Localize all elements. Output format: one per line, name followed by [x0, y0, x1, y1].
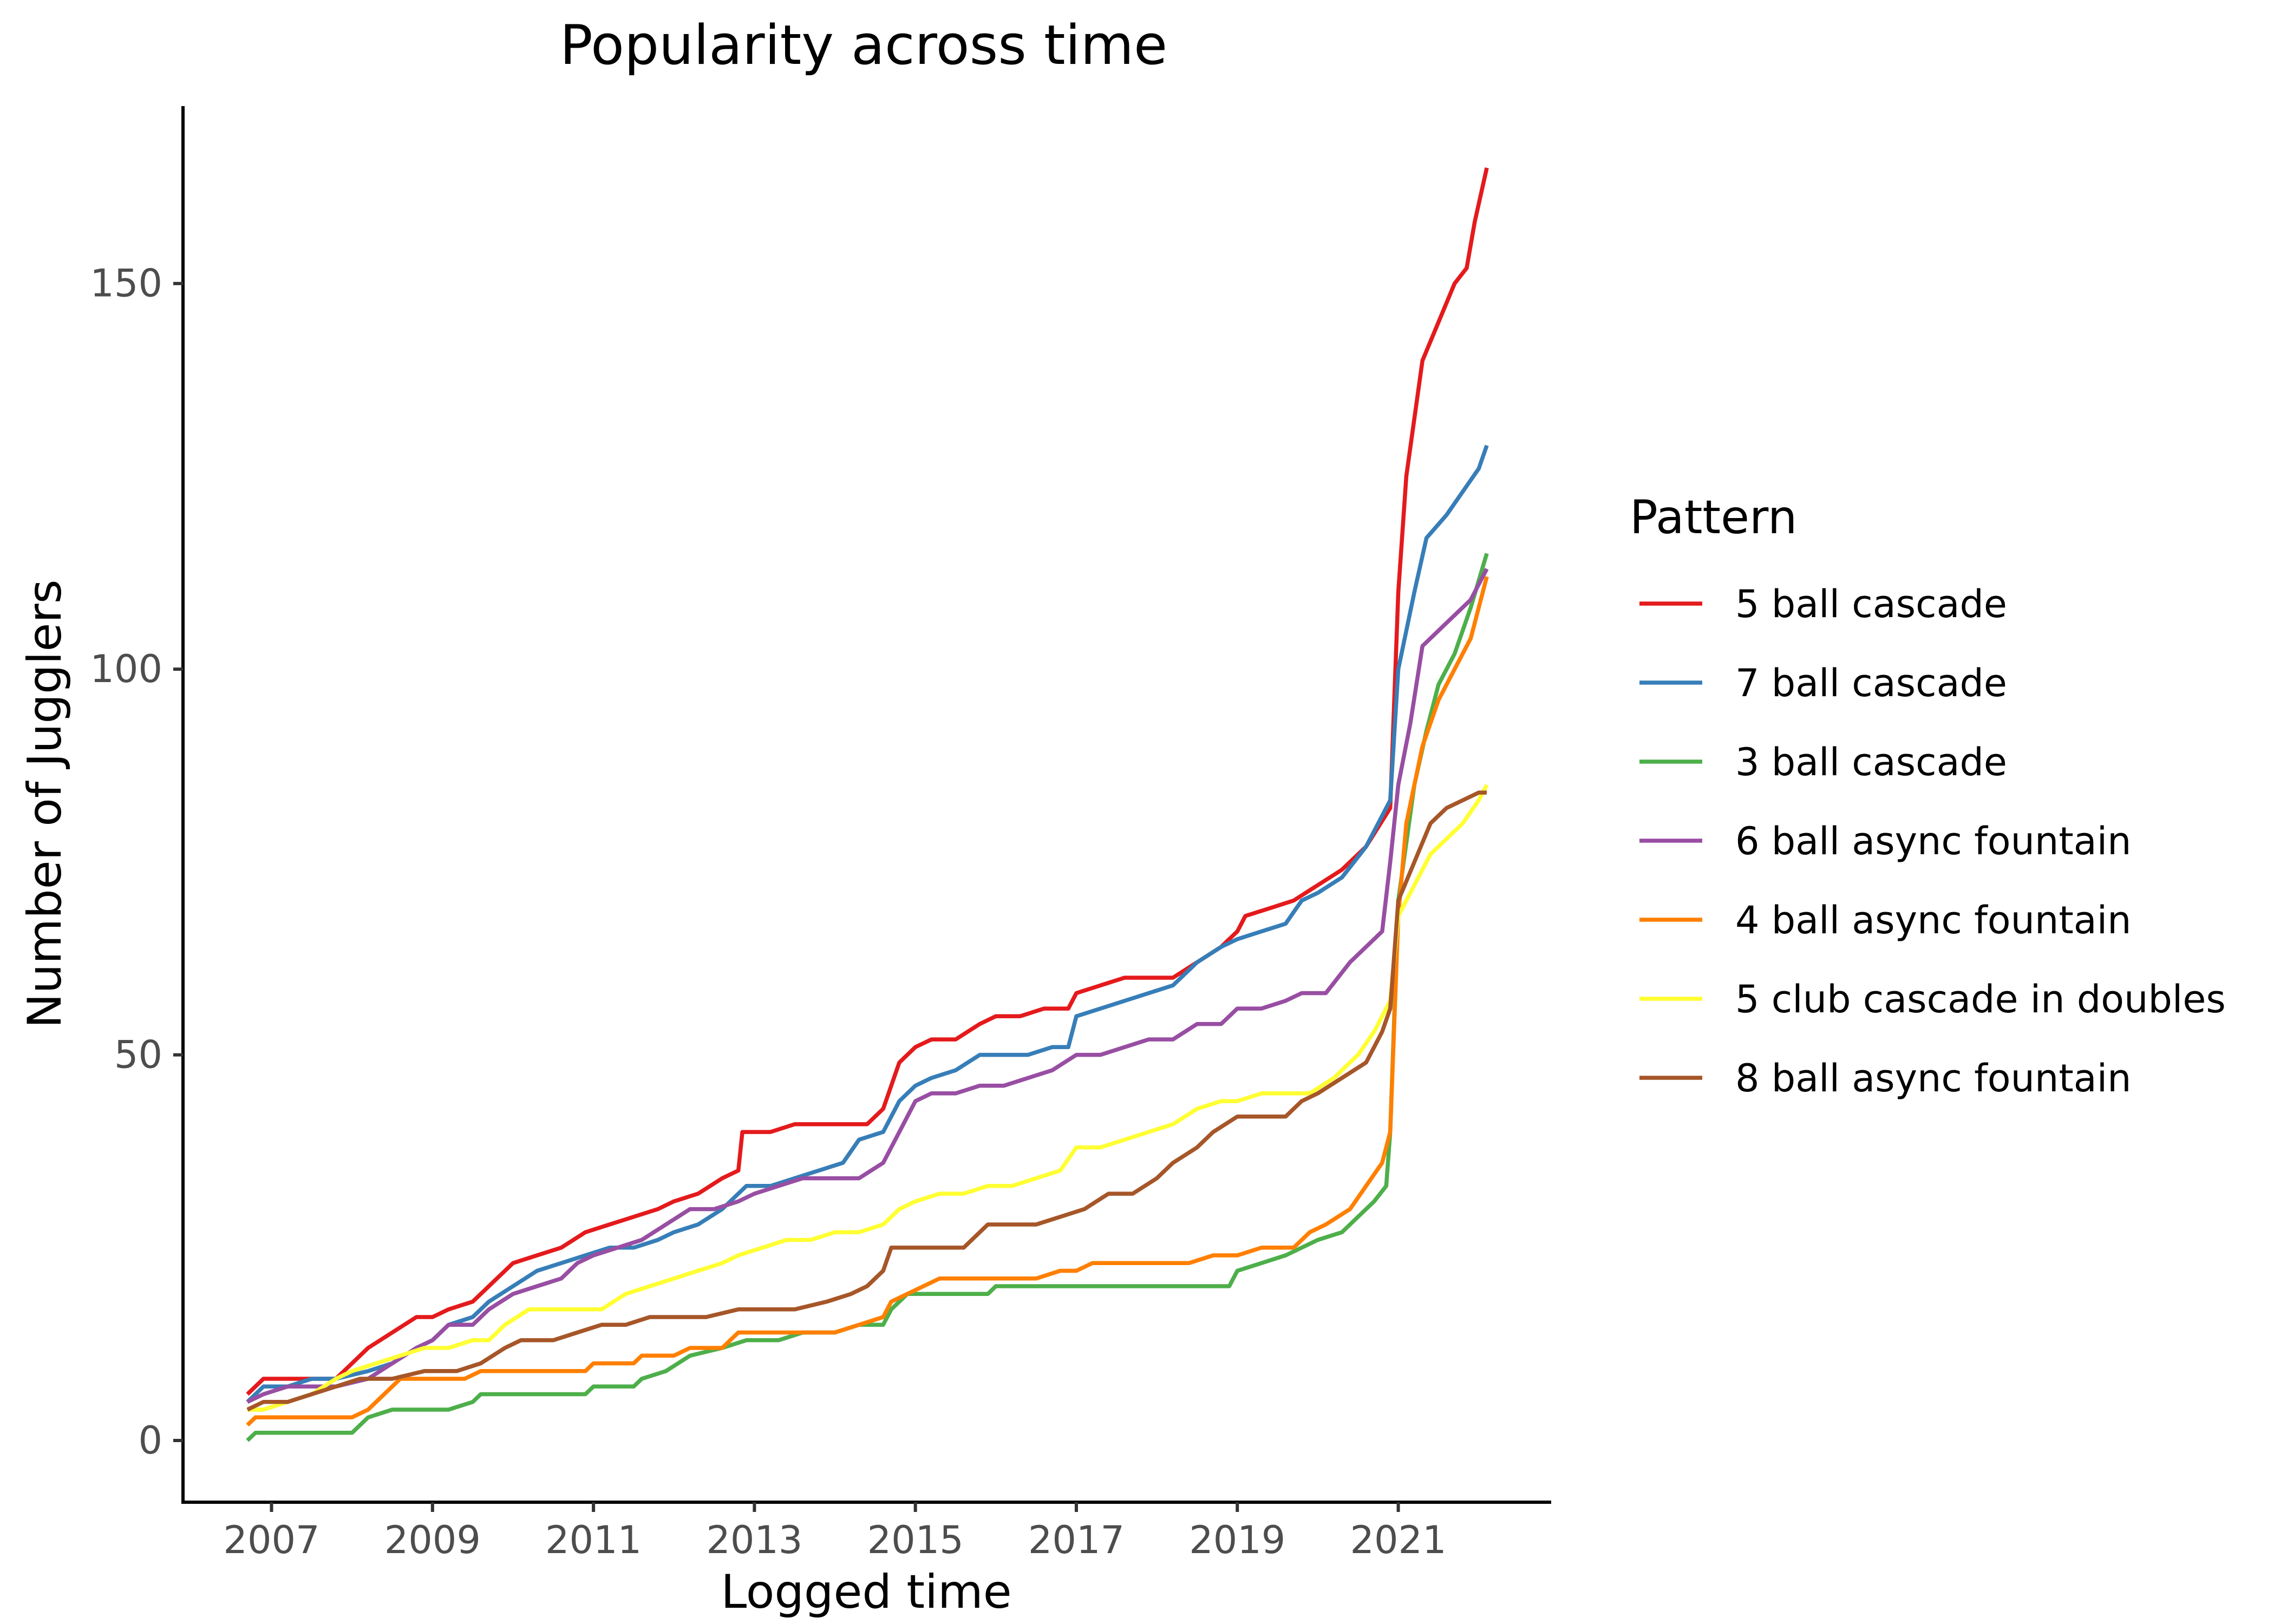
x-tick-label: 2011 [545, 1518, 642, 1562]
y-tick-label: 100 [90, 647, 162, 691]
series-line-7 [246, 790, 1487, 1412]
legend-label: 5 ball cascade [1735, 582, 2007, 626]
y-axis-title: Number of Jugglers [18, 579, 72, 1028]
series-line-1 [246, 167, 1489, 1396]
series-group [246, 167, 1489, 1442]
legend-label: 8 ball async fountain [1735, 1056, 2132, 1101]
x-tick-label: 2017 [1028, 1518, 1125, 1562]
legend: Pattern 5 ball cascade 7 ball cascade 3 ba… [1630, 490, 2226, 1101]
series-line-3 [246, 553, 1489, 1442]
series-line-4 [246, 568, 1489, 1404]
y-tick-label: 50 [114, 1033, 162, 1077]
series-line-5 [246, 576, 1489, 1427]
x-tick-label: 2021 [1350, 1518, 1446, 1562]
chart-title: Popularity across time [560, 13, 1167, 77]
x-tick-label: 2013 [706, 1518, 802, 1562]
x-ticks: 2007 2009 2011 2013 2015 2017 2019 2021 [223, 1502, 1447, 1562]
y-tick-label: 0 [138, 1418, 162, 1463]
legend-title: Pattern [1630, 490, 1797, 545]
series-line-6 [247, 784, 1489, 1412]
y-ticks: 0 50 100 150 [90, 261, 183, 1463]
series-line-2 [246, 444, 1489, 1404]
x-tick-label: 2009 [384, 1518, 481, 1562]
x-tick-label: 2019 [1189, 1518, 1285, 1562]
legend-label: 6 ball async fountain [1735, 819, 2132, 863]
legend-items: 5 ball cascade 7 ball cascade 3 ball casca… [1639, 582, 2226, 1101]
y-tick-label: 150 [90, 261, 162, 306]
legend-label: 5 club cascade in doubles [1735, 977, 2226, 1021]
legend-label: 4 ball async fountain [1735, 898, 2132, 942]
legend-label: 7 ball cascade [1735, 661, 2007, 705]
x-tick-label: 2007 [223, 1518, 319, 1562]
legend-label: 3 ball cascade [1735, 740, 2007, 784]
x-axis-title: Logged time [721, 1565, 1011, 1619]
x-tick-label: 2015 [867, 1518, 964, 1562]
